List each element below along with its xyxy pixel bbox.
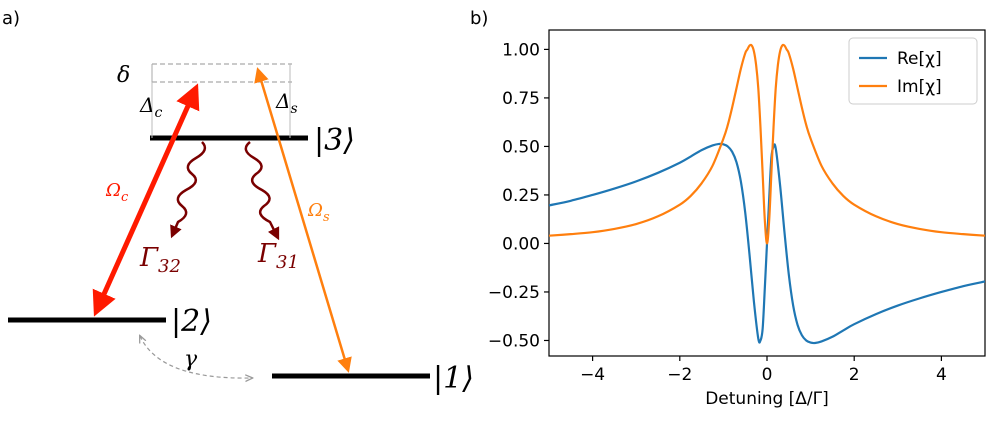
y-tick-label: 0.50 [502,137,540,157]
level-2-label: |2⟩ [171,304,212,339]
delta-s-label: Δs [275,89,298,117]
legend-box [848,37,978,105]
delta-label: δ [117,63,130,88]
signal-laser-arrow [254,67,352,373]
legend-entry: Im[χ] [897,77,942,97]
x-tick-label: 4 [936,365,947,385]
decay-gamma31-arrow [244,141,280,241]
coupling-laser-arrow [92,83,200,317]
legend: Re[χ] Im[χ] [848,37,978,105]
legend-entry: Re[χ] [897,49,942,69]
level-1-label: |1⟩ [433,361,474,396]
x-tick-label: 2 [849,365,860,385]
panel-a-label: a) [2,8,20,29]
panel-b-chart: b) −0.50 −0.25 0.00 0.25 0.50 0.75 1.00 −4 −2 0 2… [470,8,986,409]
gamma32-label: Γ32 [139,243,181,277]
level-3-label: |3⟩ [314,123,355,158]
y-tick-label: −0.50 [488,331,540,351]
x-axis: −4 −2 0 2 4 [580,356,947,385]
y-axis: −0.50 −0.25 0.00 0.25 0.50 0.75 1.00 [488,40,549,351]
series-lines [549,43,985,345]
y-tick-label: −0.25 [488,283,540,303]
omega-s-label: Ωs [307,200,330,225]
y-tick-label: 0.75 [502,89,540,109]
gamma31-label: Γ31 [257,239,299,273]
x-tick-label: −4 [580,365,605,385]
delta-c-label: Δc [139,93,162,121]
panel-a-level-diagram: a) |3⟩ |2⟩ |1⟩ δ Δc Δs Ωc Ωs Γ32 Γ31 γ [2,8,474,396]
y-tick-label: 0.00 [502,234,540,254]
x-tick-label: −2 [667,365,692,385]
panel-b-label: b) [470,8,488,29]
dephasing-gamma-label: γ [184,347,198,372]
x-tick-label: 0 [762,365,773,385]
series-line-1 [549,43,985,245]
dephasing-arrow [140,336,252,378]
y-tick-label: 1.00 [502,40,540,60]
decay-gamma32-arrow [170,141,207,239]
y-tick-label: 0.25 [502,186,540,206]
x-axis-label: Detuning [Δ/Γ] [705,389,829,409]
omega-c-label: Ωc [105,180,129,205]
